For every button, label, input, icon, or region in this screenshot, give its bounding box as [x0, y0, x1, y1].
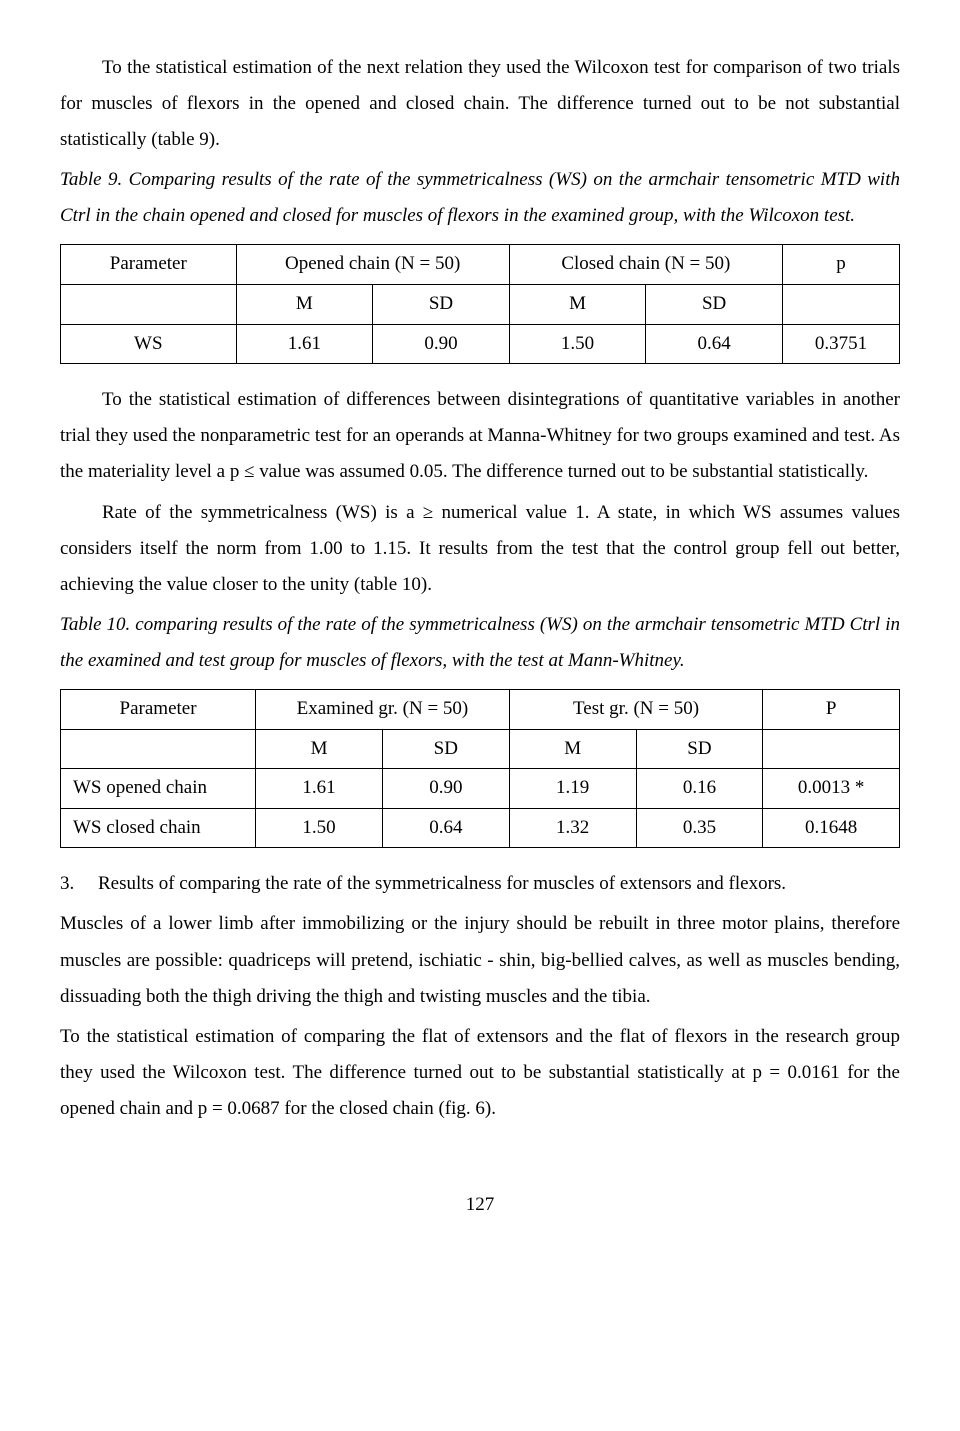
table10-h-test: Test gr. (N = 50)	[509, 690, 763, 730]
table9-sub-sd2: SD	[646, 285, 783, 325]
table10-r1-m1: 1.61	[256, 769, 383, 809]
table10-r1-param: WS opened chain	[61, 769, 256, 809]
section-3-title: Results of comparing the rate of the sym…	[98, 873, 786, 894]
paragraph-3: Rate of the symmetricalness (WS) is a ≥ …	[60, 495, 900, 603]
table10-h-p: P	[763, 690, 900, 730]
section-3-heading: 3. Results of comparing the rate of the …	[60, 866, 900, 902]
table10-r1-sd1: 0.90	[382, 769, 509, 809]
table10-r1-m2: 1.19	[509, 769, 636, 809]
table9-h-opened: Opened chain (N = 50)	[236, 245, 509, 285]
table10-sub-sd1: SD	[382, 729, 509, 769]
table9-p: 0.3751	[782, 324, 899, 364]
table10-sub-m1: M	[256, 729, 383, 769]
section-3-prefix: 3.	[60, 873, 74, 894]
table9-blank	[61, 285, 237, 325]
table10-h-parameter: Parameter	[61, 690, 256, 730]
table10-sub-m2: M	[509, 729, 636, 769]
paragraph-5: Muscles of a lower limb after immobilizi…	[60, 906, 900, 1014]
table9-sub-m2: M	[509, 285, 646, 325]
table10-r2-sd2: 0.35	[636, 808, 763, 848]
table9-data-row: WS 1.61 0.90 1.50 0.64 0.3751	[61, 324, 900, 364]
table10-blank2	[763, 729, 900, 769]
table9-header-row-2: M SD M SD	[61, 285, 900, 325]
table10-r2-m2: 1.32	[509, 808, 636, 848]
table9-sd1: 0.90	[373, 324, 510, 364]
table10-r2-param: WS closed chain	[61, 808, 256, 848]
table9-caption: Table 9. Comparing results of the rate o…	[60, 162, 900, 234]
table10-row-2: WS closed chain 1.50 0.64 1.32 0.35 0.16…	[61, 808, 900, 848]
paragraph-2: To the statistical estimation of differe…	[60, 382, 900, 490]
paragraph-intro: To the statistical estimation of the nex…	[60, 50, 900, 158]
table10-header-row-1: Parameter Examined gr. (N = 50) Test gr.…	[61, 690, 900, 730]
table9-m2: 1.50	[509, 324, 646, 364]
table9-blank2	[782, 285, 899, 325]
table9-param: WS	[61, 324, 237, 364]
table10-r1-p: 0.0013 *	[763, 769, 900, 809]
table9-h-p: p	[782, 245, 899, 285]
table10-caption: Table 10. comparing results of the rate …	[60, 607, 900, 679]
table9-h-closed: Closed chain (N = 50)	[509, 245, 782, 285]
table-10: Parameter Examined gr. (N = 50) Test gr.…	[60, 689, 900, 848]
table10-h-examined: Examined gr. (N = 50)	[256, 690, 510, 730]
table10-row-1: WS opened chain 1.61 0.90 1.19 0.16 0.00…	[61, 769, 900, 809]
paragraph-6: To the statistical estimation of compari…	[60, 1019, 900, 1127]
page-number: 127	[60, 1187, 900, 1223]
table9-sub-sd1: SD	[373, 285, 510, 325]
table10-r2-p: 0.1648	[763, 808, 900, 848]
table9-sub-m1: M	[236, 285, 373, 325]
table10-header-row-2: M SD M SD	[61, 729, 900, 769]
table10-sub-sd2: SD	[636, 729, 763, 769]
table9-sd2: 0.64	[646, 324, 783, 364]
table10-r2-m1: 1.50	[256, 808, 383, 848]
table10-r1-sd2: 0.16	[636, 769, 763, 809]
table9-h-parameter: Parameter	[61, 245, 237, 285]
table10-blank	[61, 729, 256, 769]
table-9: Parameter Opened chain (N = 50) Closed c…	[60, 244, 900, 364]
table10-r2-sd1: 0.64	[382, 808, 509, 848]
table9-header-row-1: Parameter Opened chain (N = 50) Closed c…	[61, 245, 900, 285]
table9-m1: 1.61	[236, 324, 373, 364]
